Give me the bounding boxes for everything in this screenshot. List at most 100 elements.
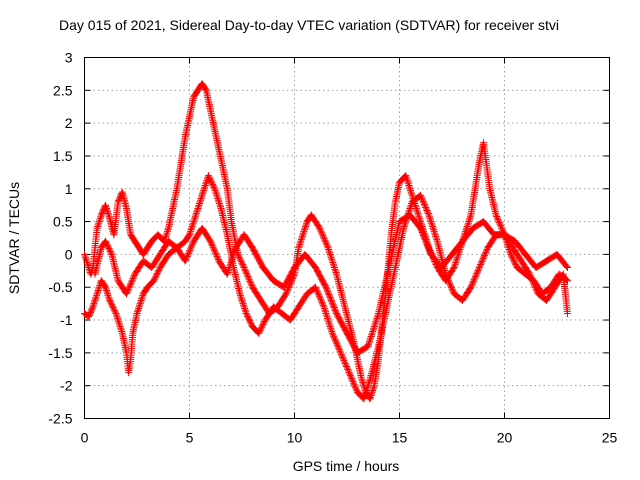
data-point [245,315,253,323]
data-point [426,248,434,255]
data-point [421,236,429,244]
data-point [426,214,434,222]
data-point [332,337,339,345]
data-point [483,245,491,253]
data-point [314,289,322,297]
data-point [208,240,216,248]
data-point [329,331,337,339]
data-point [349,378,357,386]
data-point [332,338,340,346]
data-point [422,205,430,213]
data-point [115,318,123,326]
data-point [126,282,134,290]
data-point [214,195,222,203]
data-point [241,305,249,313]
data-point [326,292,333,300]
data-point [339,353,347,361]
data-point [467,283,475,291]
data-point [493,213,501,220]
data-point [417,226,425,234]
data-point [315,223,323,231]
data-point [212,251,220,259]
data-point [128,276,136,284]
data-point [418,227,426,235]
data-point [423,240,431,248]
data-point [236,255,244,263]
y-tick-label: -2.5 [48,411,72,427]
data-point [341,360,349,367]
data-point [255,329,263,337]
data-point [105,245,113,253]
data-point [341,358,349,366]
data-point [207,237,214,245]
data-point [343,364,351,372]
data-point [367,334,375,342]
data-point [563,262,571,270]
data-point [319,232,327,240]
data-point [193,208,201,216]
data-point [445,278,453,286]
data-point [347,373,355,381]
data-point [472,271,480,279]
data-point [107,249,115,257]
data-point [260,319,268,327]
data-point [245,276,253,284]
data-point [451,262,459,270]
data-point [153,271,161,279]
data-point [238,259,246,267]
data-point [493,214,501,222]
data-point [400,223,408,230]
data-point [340,356,348,364]
y-tick-label: 2 [65,115,73,131]
data-point [230,249,238,257]
data-point [297,236,305,244]
data-point [367,393,375,401]
data-point [323,311,330,319]
data-point [415,214,423,222]
data-point [402,173,410,181]
data-point [328,298,336,306]
data-point [417,224,424,232]
data-point [528,275,536,283]
data-point [331,267,339,275]
data-point [226,262,234,270]
data-point [320,305,328,313]
data-point [184,251,192,259]
data-point [425,245,433,253]
data-point [322,283,330,291]
data-point [103,240,111,248]
data-point [363,385,371,393]
data-point [345,367,352,375]
data-point [497,222,505,230]
data-point [107,299,115,307]
data-point [89,301,97,309]
data-point [526,270,534,278]
data-point [187,245,194,253]
data-point [335,346,343,354]
data-point [325,247,333,255]
data-point [336,347,344,355]
data-point [317,295,325,303]
data-point [235,253,243,261]
data-point [466,214,474,222]
data-point [103,205,110,212]
data-point [117,324,125,332]
data-point [424,243,432,251]
data-point [477,261,485,268]
data-point [186,246,194,254]
data-point [442,272,450,280]
data-point [529,278,537,286]
data-point [335,344,343,352]
data-point [345,369,353,377]
data-point [508,253,516,261]
axis-ticks: 0 5 10 15 20 25 -2.5 -2 -1.5 -1 -0.5 0 0.5 1 1.5 2 2.5 3 [48,50,617,446]
data-point [106,296,114,304]
data-point [130,273,138,281]
data-point [190,216,198,224]
data-point [446,281,454,289]
data-point [283,287,291,295]
data-point [224,267,232,275]
y-tick-label: 1 [65,181,73,197]
data-point [346,370,354,378]
data-point [113,313,121,321]
